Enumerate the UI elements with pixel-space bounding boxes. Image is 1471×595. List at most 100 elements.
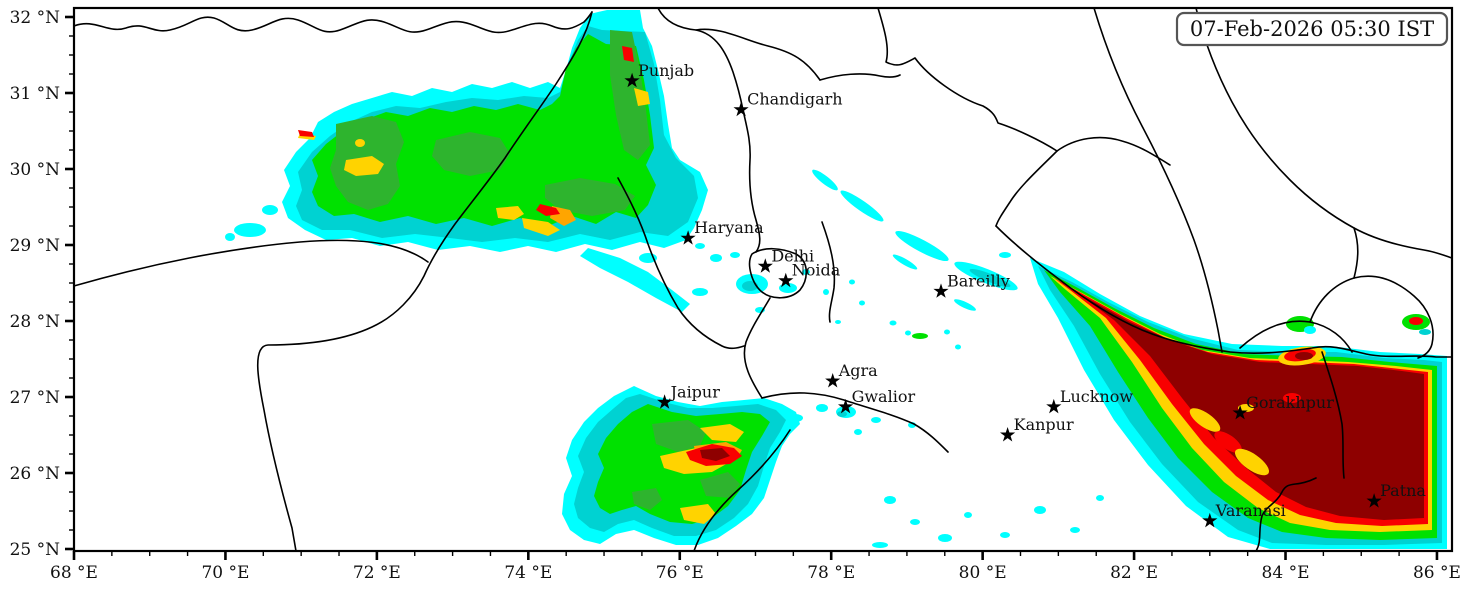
contour-foothill-teal xyxy=(969,268,1011,288)
contour-jaipur-darkgreen xyxy=(632,488,662,510)
city-star-icon xyxy=(778,272,794,288)
boundary-line xyxy=(761,392,949,453)
y-tick-label: 30 °N xyxy=(10,160,61,180)
y-tick-label: 25 °N xyxy=(10,540,61,560)
city-label: Gorakhpur xyxy=(1246,393,1334,412)
contour-nw-red-spike xyxy=(622,46,634,62)
contour-speck-cyan xyxy=(1034,506,1046,514)
city-label: Varanasi xyxy=(1215,501,1286,520)
city-star-icon xyxy=(1000,427,1016,442)
contour-delhi-cyan xyxy=(779,283,797,293)
city-label: Patna xyxy=(1380,481,1426,500)
timestamp-text: 07-Feb-2026 05:30 IST xyxy=(1190,17,1434,41)
city-star-icon xyxy=(680,230,696,245)
contour-speck-cyan xyxy=(944,329,950,335)
city-marker: Haryana xyxy=(680,218,764,245)
contour-outlier-red xyxy=(1409,317,1423,325)
city-star-icon xyxy=(1046,398,1062,414)
contour-speck-green xyxy=(912,333,928,339)
city-star-icon xyxy=(733,101,749,117)
y-tick-label: 28 °N xyxy=(10,312,61,332)
city-marker: Gorakhpur xyxy=(1232,393,1334,420)
contour-speck-cyan xyxy=(816,404,828,412)
contour-nw-gold xyxy=(522,218,560,236)
contour-nw-red xyxy=(536,204,560,216)
boundary-line xyxy=(617,177,745,350)
city-star-icon xyxy=(1366,493,1382,508)
contour-east-gold-pocket xyxy=(1189,408,1221,432)
contour-east-darkred xyxy=(1058,282,1424,520)
city-marker: Noida xyxy=(778,261,841,288)
contour-speck-cyan xyxy=(955,344,961,350)
boundary-line xyxy=(75,11,593,34)
contour-east-gold-pocket xyxy=(1234,448,1270,476)
contour-jaipur-darkgreen xyxy=(652,420,706,452)
contour-nw-darkgreen xyxy=(432,132,510,176)
y-tick-label: 31 °N xyxy=(10,84,61,104)
city-label: Chandigarh xyxy=(747,90,842,109)
contour-speck-cyan xyxy=(1000,532,1010,538)
contour-delhi-cyan xyxy=(823,289,829,295)
contour-speck-cyan xyxy=(835,320,841,324)
y-tick-label: 32 °N xyxy=(10,8,61,28)
boundary-line xyxy=(1321,351,1345,479)
y-tick-label: 26 °N xyxy=(10,464,61,484)
y-tick-label: 27 °N xyxy=(10,388,61,408)
contour-speck-cyan xyxy=(854,429,862,435)
contour-speck-cyan xyxy=(871,417,881,423)
city-marker: Lucknow xyxy=(1046,387,1133,414)
city-label: Delhi xyxy=(771,246,814,265)
contour-foothill-cyan xyxy=(840,190,884,222)
contour-nw-cyan-frag xyxy=(262,205,278,215)
contour-foothill-cyan xyxy=(895,230,949,262)
contour-foothill-cyan xyxy=(999,252,1011,258)
boundary-line xyxy=(995,225,1451,358)
contour-delhi-cyan xyxy=(695,243,705,249)
city-marker: Bareilly xyxy=(933,271,1010,298)
city-marker: Punjab xyxy=(624,61,694,88)
city-star-icon xyxy=(838,398,854,414)
contour-nw-cyan-frag xyxy=(234,223,266,237)
city-star-icon xyxy=(825,373,841,388)
city-marker: Gwalior xyxy=(838,387,915,414)
contour-nw-gold xyxy=(496,206,524,220)
x-tick-label: 84 °E xyxy=(1262,563,1310,583)
city-label: Gwalior xyxy=(852,387,916,406)
boundary-line xyxy=(1056,136,1171,166)
contour-jaipur-gold xyxy=(700,424,744,442)
boundary-line xyxy=(1255,477,1317,550)
boundary-line xyxy=(819,73,901,81)
boundary-line xyxy=(995,150,1058,227)
contour-foothill-cyan xyxy=(892,254,918,270)
x-tick-label: 76 °E xyxy=(656,563,704,583)
contour-outlier-darkred xyxy=(1295,352,1313,360)
contour-speck-cyan xyxy=(787,414,803,422)
contour-foothill-cyan xyxy=(954,299,976,311)
city-marker: Chandigarh xyxy=(733,90,843,117)
contour-gwalior-teal xyxy=(837,411,847,417)
x-tick-label: 70 °E xyxy=(201,563,249,583)
contour-nw-gold xyxy=(344,156,384,176)
contour-delhi-cyan xyxy=(730,252,740,258)
contour-foothill-cyan xyxy=(812,169,838,191)
x-tick-label: 82 °E xyxy=(1110,563,1158,583)
city-label: Jaipur xyxy=(669,382,721,401)
contour-delhi-cyan xyxy=(710,254,722,262)
x-tick-label: 86 °E xyxy=(1413,563,1461,583)
contour-nw-gold-spike xyxy=(634,88,650,106)
contour-nw-cyan-frag xyxy=(225,233,235,241)
city-label: Noida xyxy=(792,261,841,280)
contour-jaipur-gold xyxy=(680,504,716,524)
contour-nw-darkgreen xyxy=(545,178,635,216)
fog-contours xyxy=(225,10,1447,549)
contour-speck-cyan xyxy=(1070,527,1080,533)
city-star-icon xyxy=(757,258,773,273)
contour-speck-cyan xyxy=(889,320,897,326)
contour-speck-cyan xyxy=(905,330,911,336)
timestamp-frame xyxy=(1175,11,1449,47)
timestamp-box: 07-Feb-2026 05:30 IST xyxy=(1175,11,1449,47)
contour-nw-gold xyxy=(355,139,365,147)
boundary-line xyxy=(877,9,1058,152)
